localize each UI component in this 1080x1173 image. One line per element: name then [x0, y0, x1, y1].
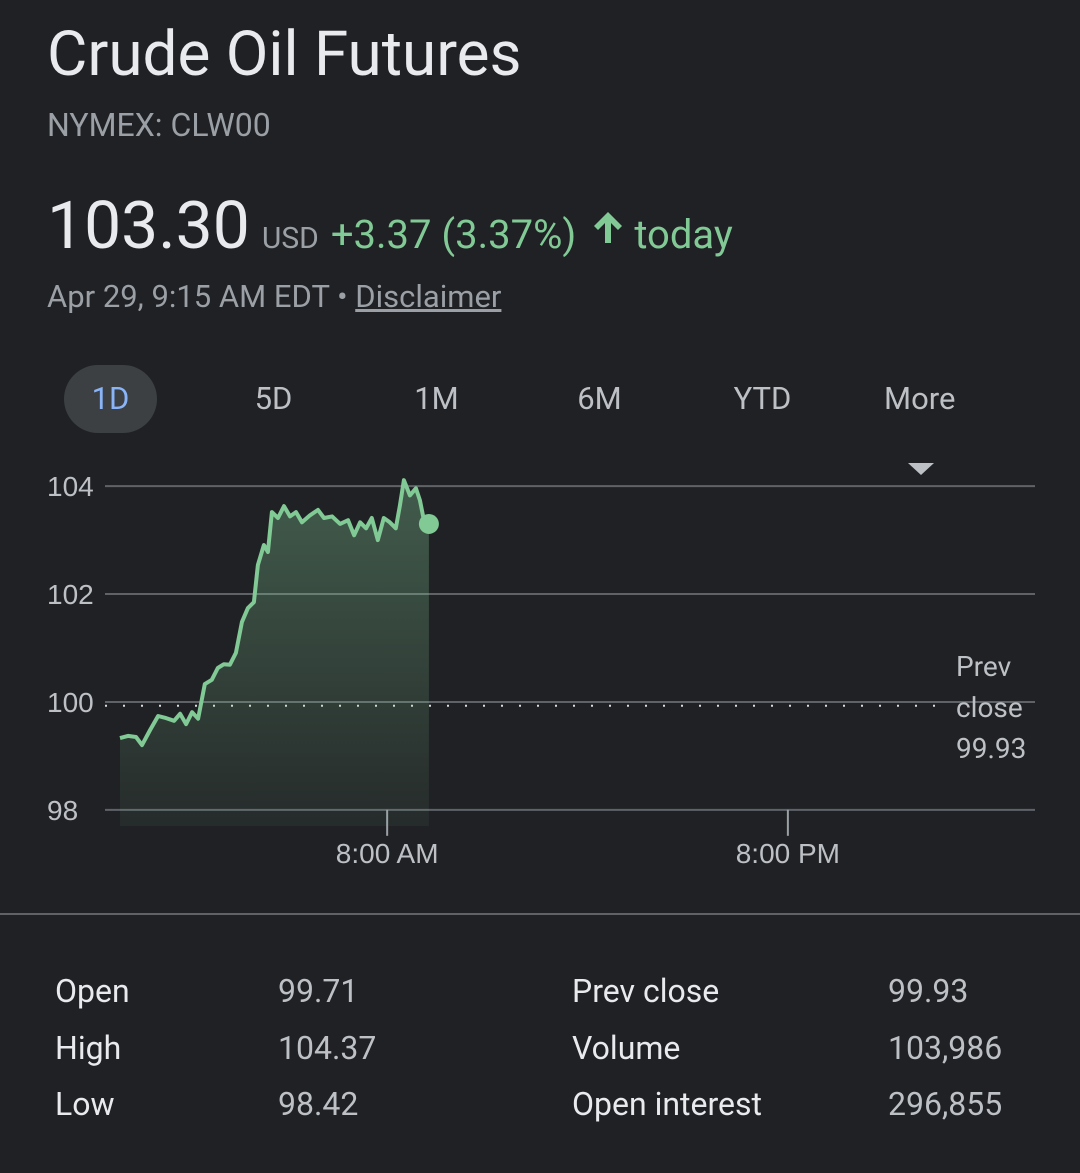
timestamp-line: Apr 29, 9:15 AM EDT • Disclaimer [47, 278, 501, 315]
change: +3.37 (3.37%) [330, 211, 577, 258]
x-tick-label: 8:00 AM [336, 838, 439, 869]
tab-label[interactable]: YTD [733, 380, 792, 417]
currency: USD [261, 221, 319, 256]
last-point [418, 513, 439, 534]
tab-label[interactable]: 1D [63, 365, 158, 433]
range-tab[interactable]: 5D [192, 365, 355, 433]
stat-label: Open interest [572, 1085, 762, 1123]
stat-value: 99.93 [888, 972, 969, 1010]
stat-value: 103,986 [888, 1029, 1003, 1067]
chart: 98 100 102 104 8:00 AM 8:00 PM [47, 471, 1035, 869]
range-tab[interactable]: 1D [29, 365, 192, 433]
y-tick-label: 100 [47, 687, 94, 718]
price-line [119, 478, 431, 748]
stat-label: Prev close [572, 972, 720, 1010]
prev-close-label: Prev close [956, 650, 1023, 724]
tab-label[interactable]: 5D [254, 380, 293, 417]
y-tick-label: 104 [47, 471, 94, 502]
tab-label[interactable]: 1M [414, 380, 459, 417]
price-line: 103.30 USD +3.37 (3.37%) today [47, 188, 733, 265]
x-tick-label: 8:00 PM [736, 838, 840, 869]
y-tick-label: 102 [47, 579, 94, 610]
up-arrow [594, 211, 623, 243]
prev-close-annotation: Prev close 99.93 [956, 646, 1046, 769]
stat-label: High [55, 1029, 122, 1067]
stat-value: 99.71 [278, 972, 359, 1010]
area [120, 480, 429, 826]
tab-label[interactable]: More [856, 365, 1019, 433]
subtitle: NYMEX: CLW00 [47, 106, 271, 144]
stat-value: 104.37 [278, 1029, 377, 1067]
tab-label[interactable]: 6M [577, 380, 622, 417]
title: Crude Oil Futures [47, 18, 522, 91]
period: today [634, 211, 733, 258]
range-tab[interactable]: 1M [355, 365, 518, 433]
divider [0, 913, 1080, 915]
prev-close-value: 99.93 [956, 732, 1027, 765]
separator: • [337, 278, 348, 315]
stat-value: 296,855 [888, 1085, 1003, 1123]
range-tab[interactable]: YTD [681, 365, 844, 433]
y-tick-label: 98 [47, 795, 78, 826]
stat-label: Open [55, 972, 130, 1010]
disclaimer-link[interactable]: Disclaimer [355, 278, 502, 315]
range-tab[interactable]: More [856, 365, 1019, 433]
stat-label: Low [55, 1085, 115, 1123]
stat-label: Volume [572, 1029, 681, 1067]
range-tab[interactable]: 6M [518, 365, 681, 433]
timestamp: Apr 29, 9:15 AM EDT [47, 278, 330, 315]
stat-value: 98.42 [278, 1085, 359, 1123]
price: 103.30 [47, 188, 250, 265]
